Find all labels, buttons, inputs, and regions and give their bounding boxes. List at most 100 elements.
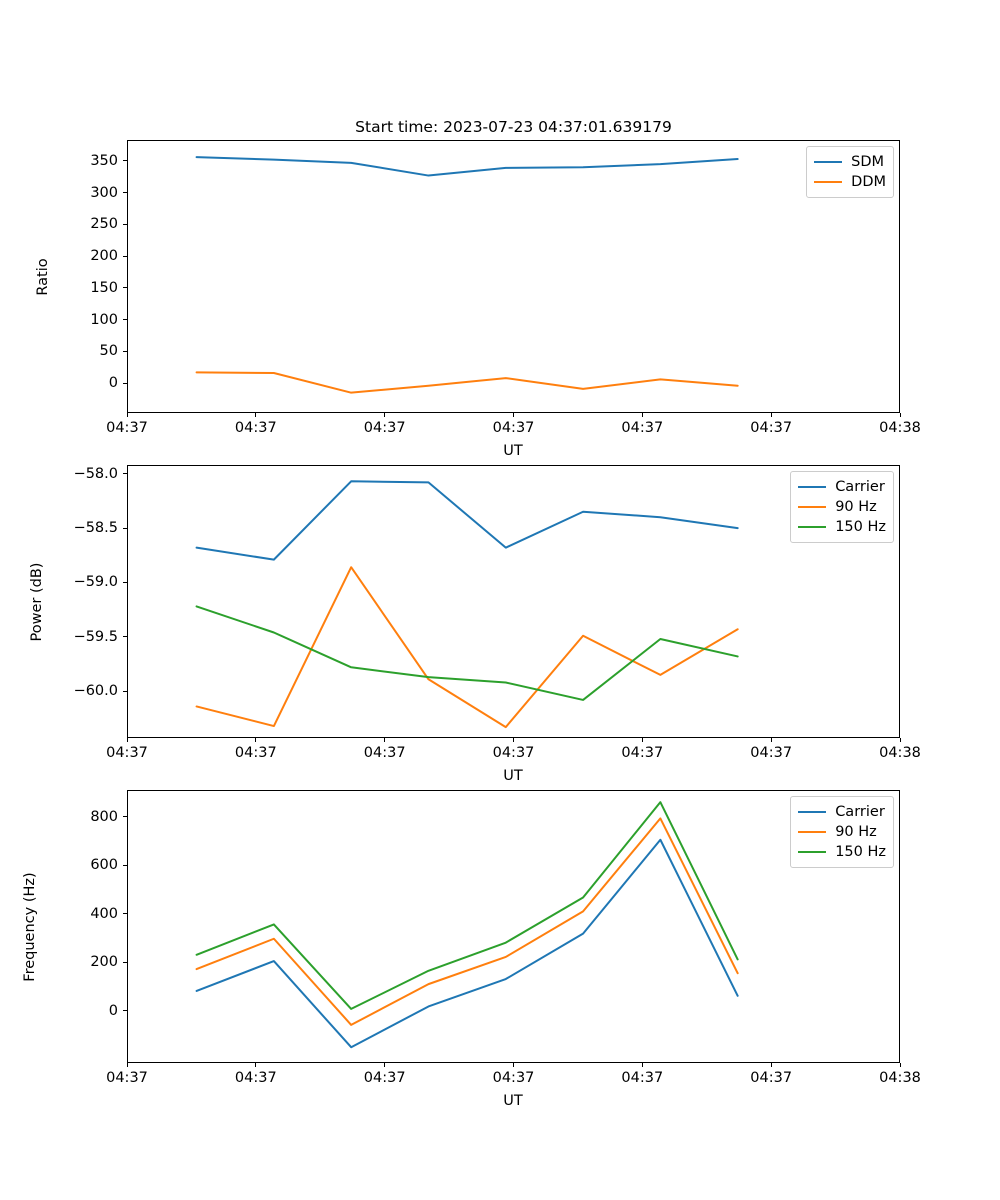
- x-tick-mark: [770, 413, 772, 417]
- x-tick-label: 04:37: [492, 745, 535, 761]
- x-tick-label: 04:37: [106, 745, 148, 761]
- legend-1[interactable]: SDM DDM: [806, 146, 894, 198]
- subplot-ratio: SDM DDM: [127, 140, 900, 413]
- legend-entry[interactable]: 150 Hz: [798, 517, 886, 537]
- legend-entry[interactable]: Carrier: [798, 477, 886, 497]
- x-tick-mark: [770, 738, 772, 742]
- y-axis-label-1: Ratio: [35, 258, 51, 296]
- y-tick-mark: [123, 192, 127, 194]
- y-tick-label: 0: [108, 1002, 118, 1019]
- y-tick-mark: [123, 287, 127, 289]
- x-tick-mark: [641, 738, 643, 742]
- x-tick-label: 04:37: [621, 745, 664, 761]
- y-tick-label: 200: [90, 248, 118, 265]
- x-tick-mark: [770, 1063, 772, 1067]
- y-tick-label: 200: [90, 954, 118, 971]
- x-tick-label: 04:37: [234, 745, 277, 761]
- x-tick-mark: [255, 1063, 257, 1067]
- y-tick-mark: [123, 913, 127, 915]
- figure-title: Start time: 2023-07-23 04:37:01.639179: [355, 118, 672, 136]
- y-tick-label: 800: [90, 808, 118, 825]
- y-tick-label: −59.0: [73, 574, 118, 591]
- axes-frame-1: [127, 140, 900, 413]
- y-tick-label: 0: [108, 375, 118, 392]
- y-tick-label: 600: [90, 857, 118, 874]
- y-tick-mark: [123, 160, 127, 162]
- x-tick-mark: [513, 413, 514, 417]
- series-line-90-hz: [195, 817, 739, 1026]
- x-tick-label: 04:37: [363, 745, 406, 761]
- legend-label: Carrier: [835, 479, 885, 495]
- x-tick-mark: [384, 1063, 386, 1067]
- legend-label: DDM: [851, 174, 886, 190]
- y-tick-mark: [123, 473, 127, 475]
- x-tick-mark: [126, 738, 128, 742]
- x-tick-mark: [899, 1063, 901, 1067]
- x-tick-mark: [899, 738, 901, 742]
- series-line-90-hz: [195, 566, 739, 729]
- y-tick-label: −59.5: [73, 628, 118, 645]
- subplot-power: Carrier 90 Hz 150 Hz: [127, 465, 900, 738]
- x-tick-label: 04:37: [492, 420, 535, 436]
- y-axis-label-2: Power (dB): [29, 562, 45, 642]
- x-tick-label: 04:38: [879, 745, 921, 761]
- y-tick-mark: [123, 255, 127, 257]
- legend-swatch-icon: [798, 811, 827, 813]
- y-tick-mark: [123, 319, 127, 321]
- plot-lines-2: [195, 480, 739, 729]
- y-tick-label: −60.0: [73, 683, 118, 700]
- legend-entry[interactable]: DDM: [814, 172, 886, 192]
- y-tick-label: −58.5: [73, 520, 118, 537]
- y-tick-label: 350: [90, 152, 118, 169]
- x-tick-label: 04:37: [234, 420, 277, 436]
- legend-entry[interactable]: 90 Hz: [798, 822, 886, 842]
- series-line-150-hz: [195, 801, 739, 1010]
- x-tick-label: 04:37: [106, 420, 148, 436]
- legend-label: 90 Hz: [835, 499, 877, 515]
- x-tick-mark: [126, 413, 128, 417]
- plot-lines-3: [195, 801, 739, 1049]
- legend-swatch-icon: [814, 181, 843, 183]
- series-line-carrier: [195, 838, 739, 1049]
- legend-swatch-icon: [798, 831, 827, 833]
- y-tick-label: 300: [90, 184, 118, 201]
- y-tick-label: −58.0: [73, 465, 118, 482]
- y-tick-label: 250: [90, 216, 118, 233]
- x-tick-label: 04:37: [621, 1070, 664, 1086]
- legend-3[interactable]: Carrier 90 Hz 150 Hz: [790, 796, 894, 868]
- plot-lines-1: [195, 156, 739, 394]
- y-tick-mark: [123, 636, 127, 638]
- legend-entry[interactable]: 90 Hz: [798, 497, 886, 517]
- legend-entry[interactable]: Carrier: [798, 802, 886, 822]
- y-tick-mark: [123, 382, 127, 384]
- y-tick-mark: [123, 690, 127, 692]
- x-tick-label: 04:37: [750, 745, 793, 761]
- y-tick-mark: [123, 223, 127, 225]
- x-axis-label-3: UT: [503, 1093, 523, 1109]
- x-tick-mark: [513, 738, 514, 742]
- x-tick-label: 04:37: [750, 420, 793, 436]
- y-tick-label: 50: [99, 343, 118, 360]
- axes-frame-3: [127, 790, 900, 1063]
- y-tick-mark: [123, 527, 127, 529]
- axes-frame-2: [127, 465, 900, 738]
- x-tick-mark: [255, 413, 257, 417]
- legend-label: Carrier: [835, 804, 885, 820]
- legend-entry[interactable]: SDM: [814, 152, 886, 172]
- y-tick-label: 100: [90, 311, 118, 328]
- x-tick-mark: [255, 738, 257, 742]
- subplot-frequency: Carrier 90 Hz 150 Hz: [127, 790, 900, 1063]
- x-tick-mark: [641, 1063, 643, 1067]
- x-tick-label: 04:37: [750, 1070, 793, 1086]
- legend-entry[interactable]: 150 Hz: [798, 842, 886, 862]
- series-line-ddm: [195, 371, 739, 394]
- legend-2[interactable]: Carrier 90 Hz 150 Hz: [790, 471, 894, 543]
- x-tick-label: 04:37: [234, 1070, 277, 1086]
- y-tick-mark: [123, 1010, 127, 1012]
- x-tick-label: 04:37: [363, 1070, 406, 1086]
- series-line-carrier: [195, 480, 739, 561]
- y-tick-mark: [123, 961, 127, 963]
- y-axis-label-3: Frequency (Hz): [22, 872, 38, 982]
- legend-label: 150 Hz: [835, 519, 886, 535]
